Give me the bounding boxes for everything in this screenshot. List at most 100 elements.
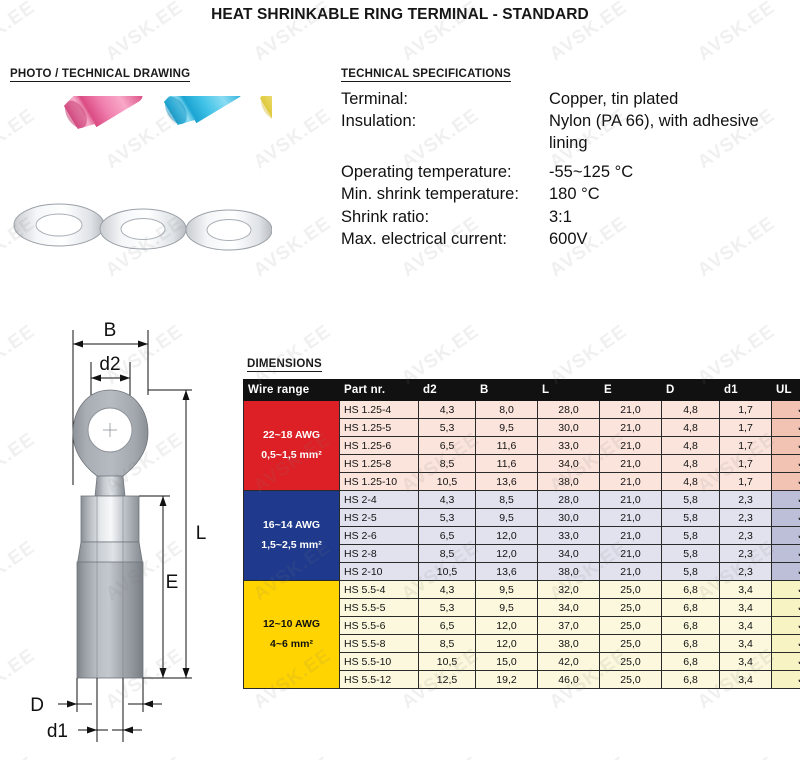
cell-d: 6,8	[661, 580, 720, 599]
cell-part-nr: HS 5.5-8	[339, 634, 419, 653]
cell-b: 9,5	[475, 598, 538, 617]
spec-value: 600V	[549, 229, 588, 248]
dimension-label-d2: d2	[99, 354, 120, 375]
cell-d: 4,8	[661, 400, 720, 419]
cell-b: 13,6	[475, 472, 538, 491]
dimension-d1-arrow-left	[87, 726, 97, 734]
dimension-b	[72, 330, 149, 485]
dimension-d-arrow-left	[67, 700, 77, 708]
table-row: HS 2-55,39,530,021,05,82,3 ✓	[244, 508, 800, 527]
cell-d2: 6,5	[418, 526, 476, 545]
dimension-e-arrow-bottom	[159, 668, 167, 678]
cell-ul-check: ✓	[771, 634, 800, 653]
cell-part-nr: HS 5.5-6	[339, 616, 419, 635]
watermark-text: AVSK.EE	[250, 753, 336, 760]
cell-e: 21,0	[599, 400, 662, 419]
cell-b: 12,0	[475, 634, 538, 653]
cell-ul-check: ✓	[771, 472, 800, 491]
cell-d1: 1,7	[719, 436, 772, 455]
table-row: HS 1.25-55,39,530,021,04,81,7 ✓	[244, 418, 800, 437]
spec-row-min-shrink-temperature: Min. shrink temperature: 180 °C	[341, 183, 793, 205]
technical-drawing: B d2	[0, 300, 240, 760]
cell-l: 38,0	[537, 472, 600, 491]
cell-l: 33,0	[537, 526, 600, 545]
cell-d: 5,8	[661, 562, 720, 581]
dimension-l-arrow-top	[182, 390, 190, 400]
product-photo-svg	[13, 96, 272, 251]
check-icon: ✓	[797, 404, 800, 416]
cell-d2: 4,3	[418, 490, 476, 509]
cell-part-nr: HS 1.25-10	[339, 472, 419, 491]
cell-ul-check: ✓	[771, 598, 800, 617]
check-icon: ✓	[797, 638, 800, 650]
cell-e: 25,0	[599, 616, 662, 635]
ring-pink-metal	[13, 203, 105, 247]
cell-d1: 1,7	[719, 454, 772, 473]
cell-d: 6,8	[661, 670, 720, 689]
cell-e: 25,0	[599, 670, 662, 689]
table-row: 16~14 AWG 1,5~2,5 mm² HS 2-4 4,3 8,5 28,0 21,0…	[243, 490, 800, 581]
cell-d: 6,8	[661, 616, 720, 635]
cell-b: 9,5	[475, 580, 538, 599]
dimension-l-arrow-bottom	[182, 668, 190, 678]
cell-d: 4,8	[661, 472, 720, 491]
cell-l: 34,0	[537, 598, 600, 617]
check-icon: ✓	[797, 440, 800, 452]
cell-d1: 3,4	[719, 580, 772, 599]
column-header-d2: d2	[418, 379, 476, 401]
dimension-d2-arrow-left	[91, 374, 101, 382]
cell-d: 4,8	[661, 454, 720, 473]
cell-d2: 4,3	[418, 400, 476, 419]
cell-part-nr: HS 2-5	[339, 508, 419, 527]
cell-d2: 8,5	[418, 634, 476, 653]
cell-d: 5,8	[661, 508, 720, 527]
cell-d2: 10,5	[418, 652, 476, 671]
wire-range-cell: 16~14 AWG 1,5~2,5 mm²	[243, 490, 340, 581]
cell-b: 12,0	[475, 526, 538, 545]
column-header-wire-range: Wire range	[243, 379, 340, 401]
drawing-sleeve-upper	[80, 495, 140, 543]
cell-d1: 2,3	[719, 526, 772, 545]
cell-d2: 8,5	[418, 454, 476, 473]
spec-value: 3:1	[549, 207, 572, 226]
check-icon: ✓	[797, 584, 800, 596]
cell-d1: 3,4	[719, 634, 772, 653]
cell-l: 28,0	[537, 490, 600, 509]
drawing-insulation-body	[76, 561, 144, 679]
cell-d2: 5,3	[418, 598, 476, 617]
dimension-label-b: B	[104, 320, 117, 341]
wire-range-mm2: 0,5~1,5 mm²	[261, 448, 322, 461]
check-icon: ✓	[797, 674, 800, 686]
cell-part-nr: HS 5.5-5	[339, 598, 419, 617]
cell-l: 30,0	[537, 418, 600, 437]
cell-part-nr: HS 2-8	[339, 544, 419, 563]
table-header-row: Wire range Part nr. d2 B L E D d1 UL	[243, 379, 800, 401]
cell-ul-check: ✓	[771, 490, 800, 509]
cell-l: 38,0	[537, 562, 600, 581]
watermark-text: AVSK.EE	[694, 753, 780, 760]
cell-d1: 3,4	[719, 598, 772, 617]
table-row: HS 1.25-88,511,634,021,04,81,7 ✓	[244, 454, 800, 473]
cell-b: 13,6	[475, 562, 538, 581]
cell-d2: 10,5	[418, 562, 476, 581]
column-header-ul: UL	[771, 379, 800, 401]
cell-l: 34,0	[537, 454, 600, 473]
dimensions-table: Wire range Part nr. d2 B L E D d1 UL 22~…	[243, 379, 800, 689]
cell-d1: 1,7	[719, 418, 772, 437]
cell-b: 8,0	[475, 400, 538, 419]
cell-b: 12,0	[475, 544, 538, 563]
cell-part-nr: HS 1.25-6	[339, 436, 419, 455]
spec-label: Terminal:	[341, 90, 408, 108]
check-icon: ✓	[797, 494, 800, 506]
dimension-d2-arrow-right	[120, 374, 130, 382]
drawing-neck	[94, 475, 126, 497]
spec-label: Operating temperature:	[341, 163, 512, 182]
dimensions-table-wrapper: Wire range Part nr. d2 B L E D d1 UL 22~…	[243, 379, 800, 689]
cell-ul-check: ✓	[771, 454, 800, 473]
dimensions-table-body: 22~18 AWG 0,5~1,5 mm² HS 1.25-4 4,3 8,0 28,0 2…	[243, 400, 800, 689]
cell-b: 11,6	[475, 454, 538, 473]
ring-terminal-blue	[163, 96, 243, 126]
cell-part-nr: HS 1.25-4	[339, 400, 419, 419]
cell-d2: 8,5	[418, 544, 476, 563]
